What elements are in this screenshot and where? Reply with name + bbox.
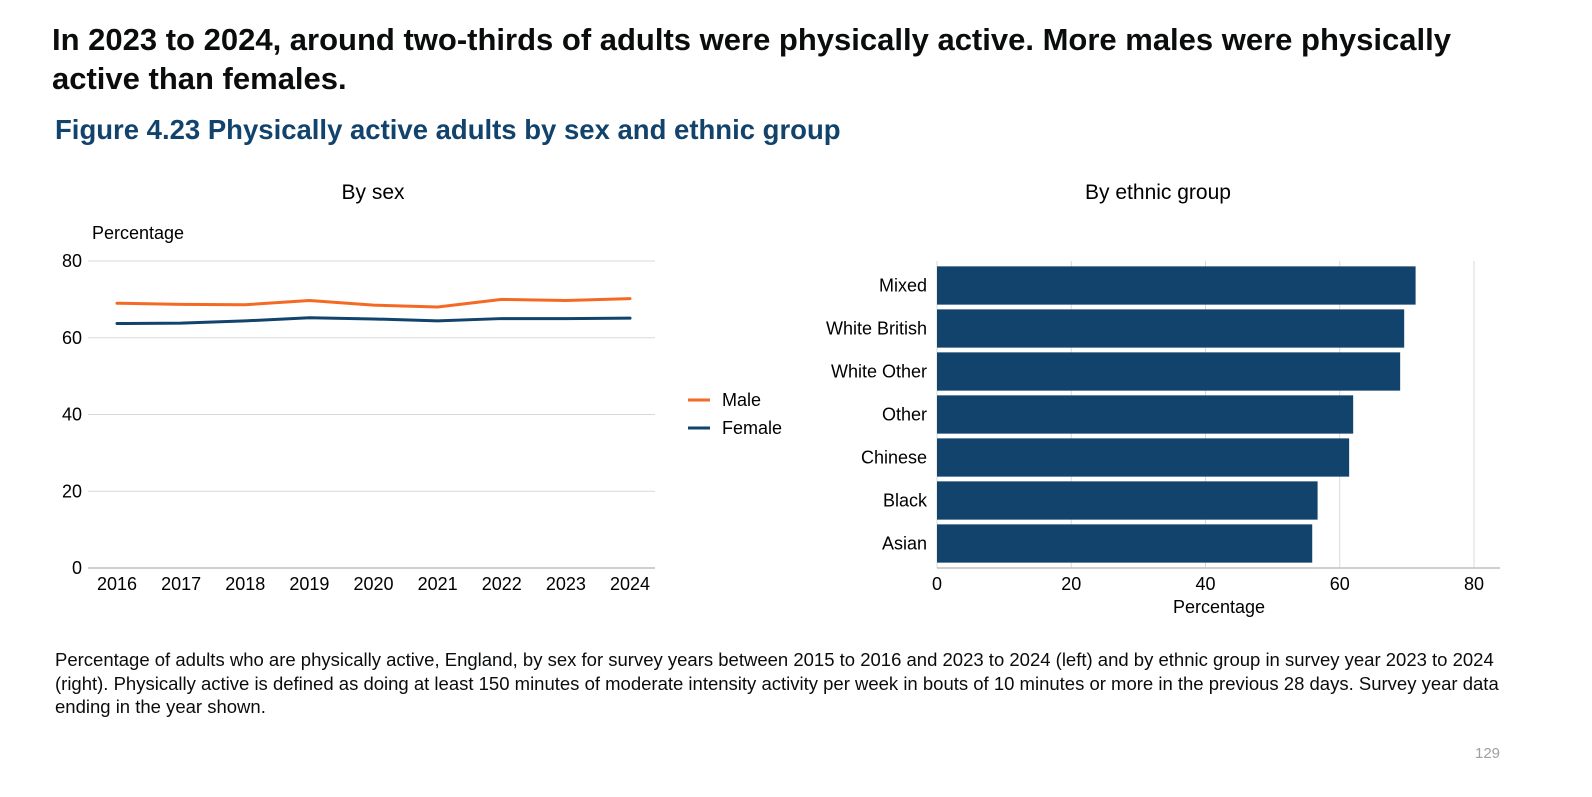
legend-label-female: Female	[722, 418, 782, 438]
line-chart-x-tick-label: 2019	[289, 574, 329, 594]
bar-chart-category-label: White British	[826, 319, 927, 339]
line-series-female	[115, 316, 632, 326]
line-chart-series	[115, 297, 632, 326]
line-chart-x-tick-label: 2020	[353, 574, 393, 594]
legend-label-male: Male	[722, 390, 761, 410]
bar-chart-category-labels: Mixed White British White Other Other Chines…	[826, 276, 928, 554]
bar-chart-bars	[937, 266, 1416, 563]
bar-other	[937, 395, 1354, 434]
line-chart-x-tick-label: 2021	[418, 574, 458, 594]
line-chart-legend: Male Female	[688, 390, 782, 438]
bar-chart-category-label: Mixed	[879, 276, 927, 296]
line-chart-y-axis-label: Percentage	[92, 223, 184, 243]
bar-chart-category-label: White Other	[831, 362, 927, 382]
bar-white-british	[937, 309, 1405, 348]
line-series-male	[115, 297, 632, 309]
bar-chart-x-ticks: 0 20 40 60 80	[932, 574, 1484, 594]
figure-title: Figure 4.23 Physically active adults by …	[55, 114, 841, 145]
bar-chart-x-axis-label: Percentage	[1173, 597, 1265, 617]
line-chart-by-sex: By sex Percentage 0 20 40 60 80 2016 2017 2018…	[62, 181, 782, 594]
line-chart-y-tick-label: 60	[62, 328, 82, 348]
bar-black	[937, 481, 1318, 520]
line-chart-y-tick-label: 20	[62, 481, 82, 501]
page-headline: In 2023 to 2024, around two-thirds of ad…	[52, 22, 1451, 96]
figure-caption: Percentage of adults who are physically …	[55, 649, 1499, 717]
line-chart-y-tick-label: 0	[72, 558, 82, 578]
bar-chart-x-tick-label: 60	[1330, 574, 1350, 594]
bar-chart-category-label: Asian	[882, 534, 927, 554]
bar-chart-x-tick-label: 20	[1061, 574, 1081, 594]
bar-white-other	[937, 352, 1401, 391]
bar-chart-x-tick-label: 0	[932, 574, 942, 594]
bar-chart-category-label: Chinese	[861, 448, 927, 468]
bar-chart-x-tick-label: 40	[1195, 574, 1215, 594]
line-chart-x-tick-label: 2017	[161, 574, 201, 594]
page-number: 129	[1475, 745, 1501, 762]
bar-chart-by-ethnic-group: By ethnic group Mixed White British White …	[826, 181, 1500, 617]
bar-mixed	[937, 266, 1416, 305]
bar-chinese	[937, 438, 1350, 477]
line-chart-x-tick-label: 2024	[610, 574, 650, 594]
line-chart-gridlines	[88, 260, 655, 569]
line-chart-title: By sex	[341, 181, 405, 204]
line-chart-x-tick-label: 2023	[546, 574, 586, 594]
line-chart-y-tick-label: 80	[62, 251, 82, 271]
line-chart-x-ticks: 2016 2017 2018 2019 2020 2021 2022 2023 2024	[97, 574, 650, 594]
bar-chart-x-tick-label: 80	[1464, 574, 1484, 594]
bar-chart-category-label: Black	[883, 491, 928, 511]
bar-chart-category-label: Other	[882, 405, 927, 425]
line-chart-y-tick-label: 40	[62, 405, 82, 425]
line-chart-x-tick-label: 2018	[225, 574, 265, 594]
bar-chart-title: By ethnic group	[1085, 181, 1231, 204]
bar-asian	[937, 524, 1313, 563]
line-chart-x-tick-label: 2022	[482, 574, 522, 594]
line-chart-y-ticks: 0 20 40 60 80	[62, 251, 82, 578]
line-chart-x-tick-label: 2016	[97, 574, 137, 594]
